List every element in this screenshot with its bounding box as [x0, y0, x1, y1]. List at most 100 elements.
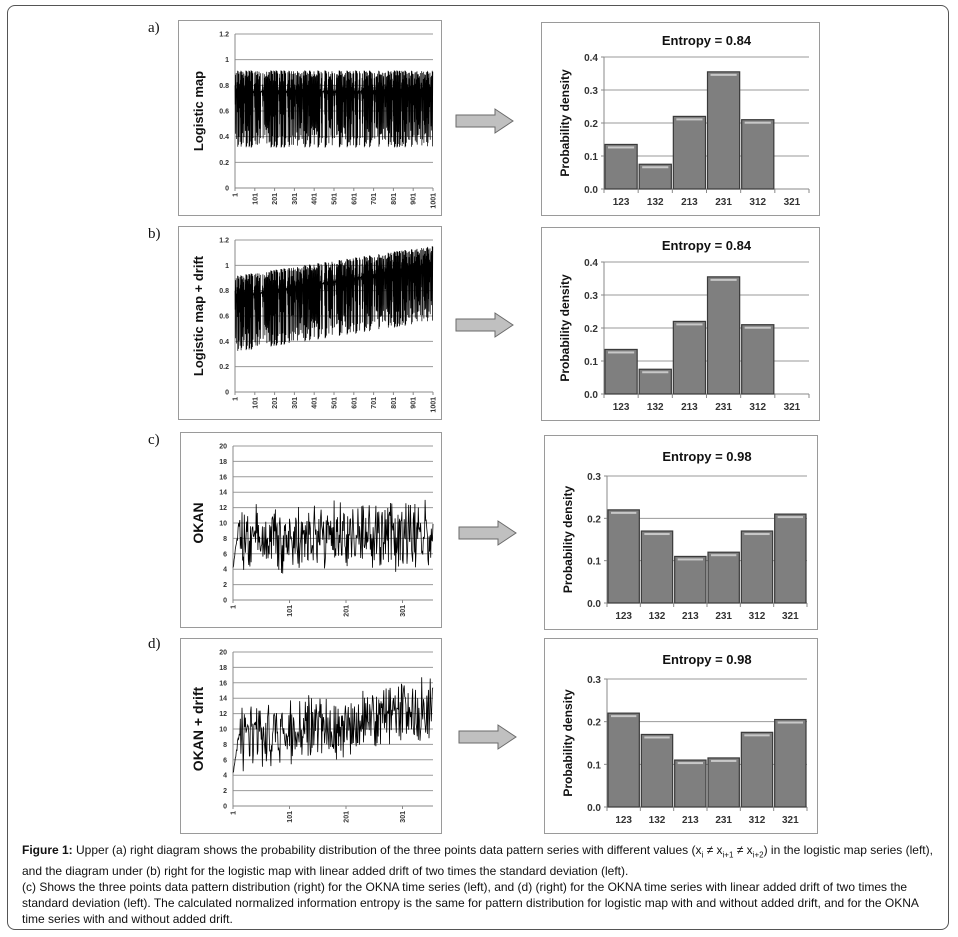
- bar: [674, 555, 707, 604]
- chart-title: Entropy = 0.84: [662, 33, 752, 48]
- y-tick-label: 6: [223, 551, 227, 558]
- line-chart-d: OKAN + drift 0 2 4 6 8 10 12 14 16 18 20 1 101 201 301: [180, 638, 442, 834]
- x-tick-label: 101: [287, 811, 294, 823]
- y-tick-label: 8: [223, 536, 227, 543]
- y-tick-label: 0.3: [584, 291, 598, 302]
- x-tick-label: 301: [400, 811, 407, 823]
- x-tick-label: 312: [749, 402, 766, 413]
- figure-frame: [7, 5, 949, 930]
- right-arrow-icon: [455, 312, 514, 338]
- line-chart-c: OKAN 0 2 4 6 8 10 12 14 16 18 20 1 101 201 301: [180, 432, 442, 628]
- x-tick-label: 231: [715, 815, 732, 826]
- y-tick-label: 0: [225, 186, 229, 193]
- x-tick-label: 321: [784, 402, 801, 413]
- y-axis-label: Probability density: [558, 69, 572, 177]
- bar-highlight: [744, 326, 771, 329]
- y-axis-label: Probability density: [561, 689, 575, 797]
- bar: [706, 71, 741, 190]
- y-axis-label: Probability density: [561, 485, 575, 593]
- y-tick-label: 1.2: [219, 238, 229, 245]
- x-tick-label: 312: [749, 197, 766, 208]
- x-tick-label: 231: [715, 611, 732, 622]
- y-axis-label: OKAN: [190, 502, 206, 543]
- bar-highlight: [676, 118, 703, 121]
- bar: [638, 368, 672, 395]
- x-tick-label: 901: [411, 193, 418, 205]
- arrow-shape: [458, 724, 517, 750]
- x-tick-label: 301: [292, 397, 299, 409]
- bar: [774, 718, 807, 808]
- data-series-line: [234, 70, 434, 148]
- x-tick-label: 901: [411, 397, 418, 409]
- panel-label-b: b): [148, 226, 161, 242]
- bar-chart-b-svg: Entropy = 0.84 Probability density 0.0 0.1 0…: [558, 238, 810, 413]
- x-tick-label: 101: [252, 193, 259, 205]
- y-tick-label: 20: [219, 444, 227, 451]
- y-tick-label: 4: [223, 773, 227, 780]
- x-tick-label: 312: [749, 815, 766, 826]
- x-tick-label: 321: [782, 815, 799, 826]
- x-tick-label: 132: [647, 197, 664, 208]
- y-tick-label: 0.4: [584, 53, 598, 64]
- bar-chart-d: Entropy = 0.98 Probability density 0.0 0.1 0…: [544, 638, 818, 834]
- y-tick-label: 0.4: [219, 134, 229, 141]
- y-tick-label: 0.1: [584, 357, 598, 368]
- y-tick-label: 14: [219, 490, 227, 497]
- y-tick-label: 0.1: [587, 760, 601, 771]
- x-tick-label: 501: [332, 193, 339, 205]
- caption-sub-i1: i+1: [722, 850, 734, 860]
- y-tick-label: 0.2: [584, 119, 598, 130]
- bar-highlight: [677, 558, 703, 561]
- x-tick-label: 123: [615, 611, 632, 622]
- bar: [741, 119, 775, 190]
- bar-highlight: [644, 533, 670, 536]
- chart-title: Entropy = 0.84: [662, 238, 752, 253]
- y-tick-label: 0.1: [587, 557, 601, 568]
- bar: [740, 731, 774, 808]
- bar-highlight: [677, 762, 703, 765]
- x-tick-label: 401: [312, 397, 319, 409]
- bar: [672, 320, 707, 395]
- bar-highlight: [710, 73, 737, 76]
- bar: [741, 324, 775, 395]
- x-tick-label: 132: [649, 815, 666, 826]
- x-tick-label: 132: [649, 611, 666, 622]
- bar-highlight: [777, 516, 803, 519]
- y-tick-label: 1: [225, 57, 229, 64]
- y-tick-label: 6: [223, 757, 227, 764]
- bar: [707, 757, 740, 808]
- bar-highlight: [744, 734, 770, 737]
- bar: [674, 759, 707, 808]
- y-tick-label: 0.8: [219, 288, 229, 295]
- y-tick-label: 18: [219, 459, 227, 466]
- y-tick-label: 0.4: [219, 339, 229, 346]
- x-tick-label: 1001: [431, 397, 438, 413]
- bar-chart-a: Entropy = 0.84 Probability density 0.0 0.1 0…: [541, 22, 820, 216]
- x-tick-label: 101: [252, 397, 259, 409]
- y-tick-label: 0.2: [219, 160, 229, 167]
- y-tick-label: 10: [219, 521, 227, 528]
- y-tick-label: 0.4: [584, 258, 598, 269]
- x-tick-label: 231: [715, 402, 732, 413]
- y-tick-label: 0.8: [219, 83, 229, 90]
- y-tick-label: 2: [223, 582, 227, 589]
- bar: [774, 513, 807, 604]
- x-tick-label: 1: [233, 193, 240, 197]
- y-tick-label: 18: [219, 665, 227, 672]
- bar-highlight: [608, 146, 635, 149]
- bar-highlight: [711, 554, 737, 557]
- y-tick-label: 0.6: [219, 109, 229, 116]
- data-series-line: [232, 677, 434, 773]
- y-tick-label: 0: [223, 598, 227, 605]
- x-tick-label: 1: [231, 811, 238, 815]
- y-tick-label: 0.0: [587, 803, 601, 814]
- bar-chart-a-svg: Entropy = 0.84 Probability density 0.0 0.1 0…: [558, 33, 810, 208]
- bar-chart-b: Entropy = 0.84 Probability density 0.0 0.1 0…: [541, 227, 820, 421]
- line-chart-a: Logistic map 0 0.2 0.4 0.6 0.8 1 1.2 1 101 201 301 4…: [178, 20, 442, 216]
- bar-highlight: [744, 121, 771, 124]
- x-tick-label: 321: [782, 611, 799, 622]
- bar: [604, 348, 638, 395]
- bar-chart-c-svg: Entropy = 0.98 Probability density 0.0 0.1 0…: [561, 449, 808, 622]
- x-tick-label: 123: [615, 815, 632, 826]
- arrow-shape: [455, 108, 514, 134]
